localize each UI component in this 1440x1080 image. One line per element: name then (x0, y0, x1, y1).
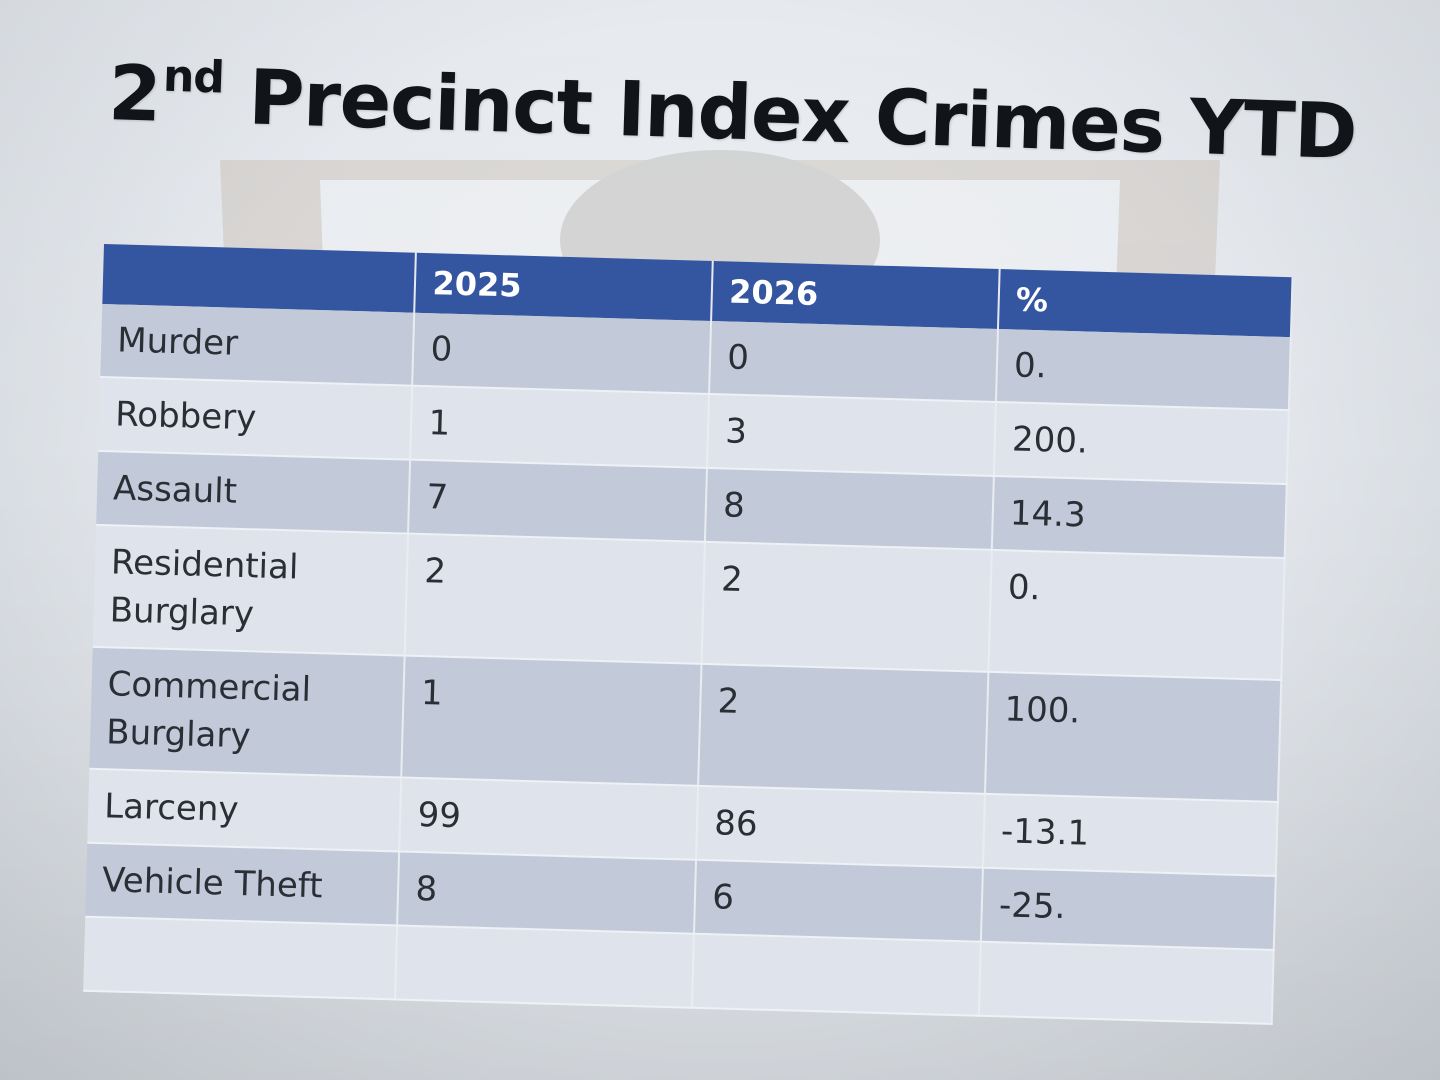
cell-percent: 0. (996, 328, 1291, 411)
cell-2026: 0 (709, 320, 999, 402)
row-label: Residential Burglary (92, 524, 409, 656)
cell-2026: 2 (698, 663, 989, 794)
header-2025: 2025 (414, 252, 714, 321)
cell-2025: 7 (408, 459, 708, 542)
header-percent-change: % (998, 269, 1293, 338)
cell-percent: 0. (988, 549, 1285, 681)
cell-percent: 100. (985, 671, 1282, 802)
cell-2025: 0 (412, 312, 712, 394)
cell-2026: 8 (705, 467, 995, 550)
empty-cell (395, 925, 695, 1008)
empty-cell (83, 916, 398, 1000)
empty-cell (978, 941, 1274, 1024)
cell-percent: 200. (994, 401, 1289, 485)
cell-2026: 86 (696, 785, 986, 868)
header-2026: 2026 (711, 261, 1000, 329)
crime-table-container: 2025 2026 % Murder 0 0 0. Robbery 1 3 20… (83, 244, 1293, 1025)
cell-percent: -25. (981, 867, 1276, 950)
row-label: Assault (96, 450, 411, 534)
empty-cell (692, 933, 981, 1016)
row-label: Murder (100, 303, 415, 386)
cell-2026: 2 (701, 541, 992, 672)
row-label: Larceny (87, 768, 402, 852)
cell-2025: 1 (401, 655, 702, 786)
crime-stats-table: 2025 2026 % Murder 0 0 0. Robbery 1 3 20… (83, 244, 1293, 1025)
title-number: 2 (107, 48, 162, 139)
cell-percent: -13.1 (983, 793, 1278, 876)
row-label: Robbery (98, 376, 413, 460)
header-crime-type (102, 244, 417, 313)
cell-2026: 6 (694, 859, 984, 942)
cell-2026: 3 (707, 393, 997, 476)
cell-2025: 8 (397, 851, 697, 934)
cell-percent: 14.3 (991, 475, 1287, 559)
cell-2025: 1 (410, 385, 710, 468)
row-label: Vehicle Theft (85, 842, 400, 926)
title-ordinal-suffix: nd (162, 50, 225, 104)
row-label: Commercial Burglary (89, 646, 406, 778)
cell-2025: 2 (405, 533, 706, 664)
cell-2025: 99 (399, 777, 699, 860)
